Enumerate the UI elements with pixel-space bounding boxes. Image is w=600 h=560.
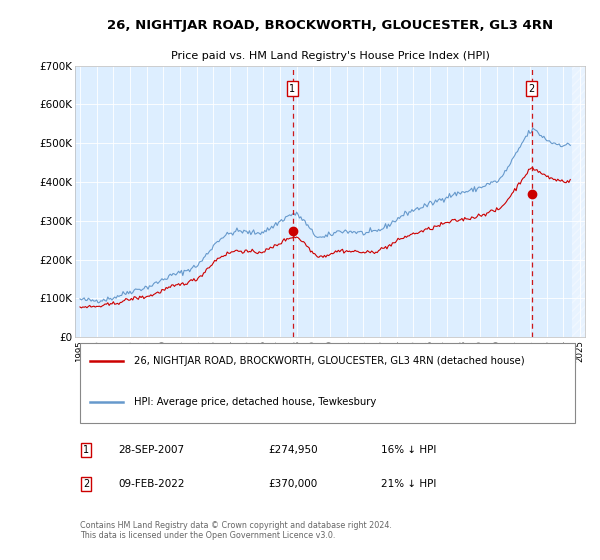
Text: 16% ↓ HPI: 16% ↓ HPI xyxy=(381,445,436,455)
Text: 28-SEP-2007: 28-SEP-2007 xyxy=(118,445,184,455)
Text: 2: 2 xyxy=(529,83,535,94)
Text: 1: 1 xyxy=(83,445,89,455)
Text: 26, NIGHTJAR ROAD, BROCKWORTH, GLOUCESTER, GL3 4RN: 26, NIGHTJAR ROAD, BROCKWORTH, GLOUCESTE… xyxy=(107,19,553,32)
Text: Price paid vs. HM Land Registry's House Price Index (HPI): Price paid vs. HM Land Registry's House … xyxy=(170,52,490,61)
Text: HPI: Average price, detached house, Tewkesbury: HPI: Average price, detached house, Tewk… xyxy=(134,396,376,407)
Text: 2: 2 xyxy=(83,479,89,489)
Text: Contains HM Land Registry data © Crown copyright and database right 2024.
This d: Contains HM Land Registry data © Crown c… xyxy=(80,521,392,540)
FancyBboxPatch shape xyxy=(80,343,575,423)
Text: 1: 1 xyxy=(289,83,296,94)
Text: £370,000: £370,000 xyxy=(269,479,318,489)
Text: £274,950: £274,950 xyxy=(269,445,319,455)
Text: 09-FEB-2022: 09-FEB-2022 xyxy=(118,479,185,489)
Text: 26, NIGHTJAR ROAD, BROCKWORTH, GLOUCESTER, GL3 4RN (detached house): 26, NIGHTJAR ROAD, BROCKWORTH, GLOUCESTE… xyxy=(134,356,524,366)
Text: 21% ↓ HPI: 21% ↓ HPI xyxy=(381,479,436,489)
